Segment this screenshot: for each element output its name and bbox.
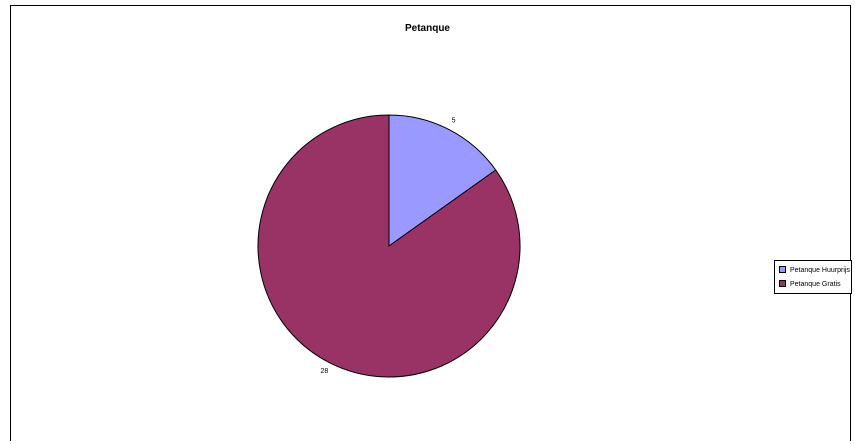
pie-slice-huurprijs — [388, 114, 497, 247]
legend: Petanque Huurprijs Petanque Gratis — [774, 260, 852, 294]
pie-slice-gratis — [257, 114, 521, 378]
legend-swatch-gratis — [779, 279, 786, 287]
data-label-huurprijs: 5 — [452, 118, 456, 125]
legend-item-gratis: Petanque Gratis — [779, 279, 841, 290]
legend-label-huurprijs: Petanque Huurprijs — [790, 267, 850, 274]
legend-item-huurprijs: Petanque Huurprijs — [779, 265, 850, 276]
legend-swatch-huurprijs — [779, 265, 786, 273]
legend-label-gratis: Petanque Gratis — [790, 281, 841, 288]
data-label-gratis: 28 — [320, 368, 328, 375]
chart-title: Petanque — [404, 23, 450, 34]
